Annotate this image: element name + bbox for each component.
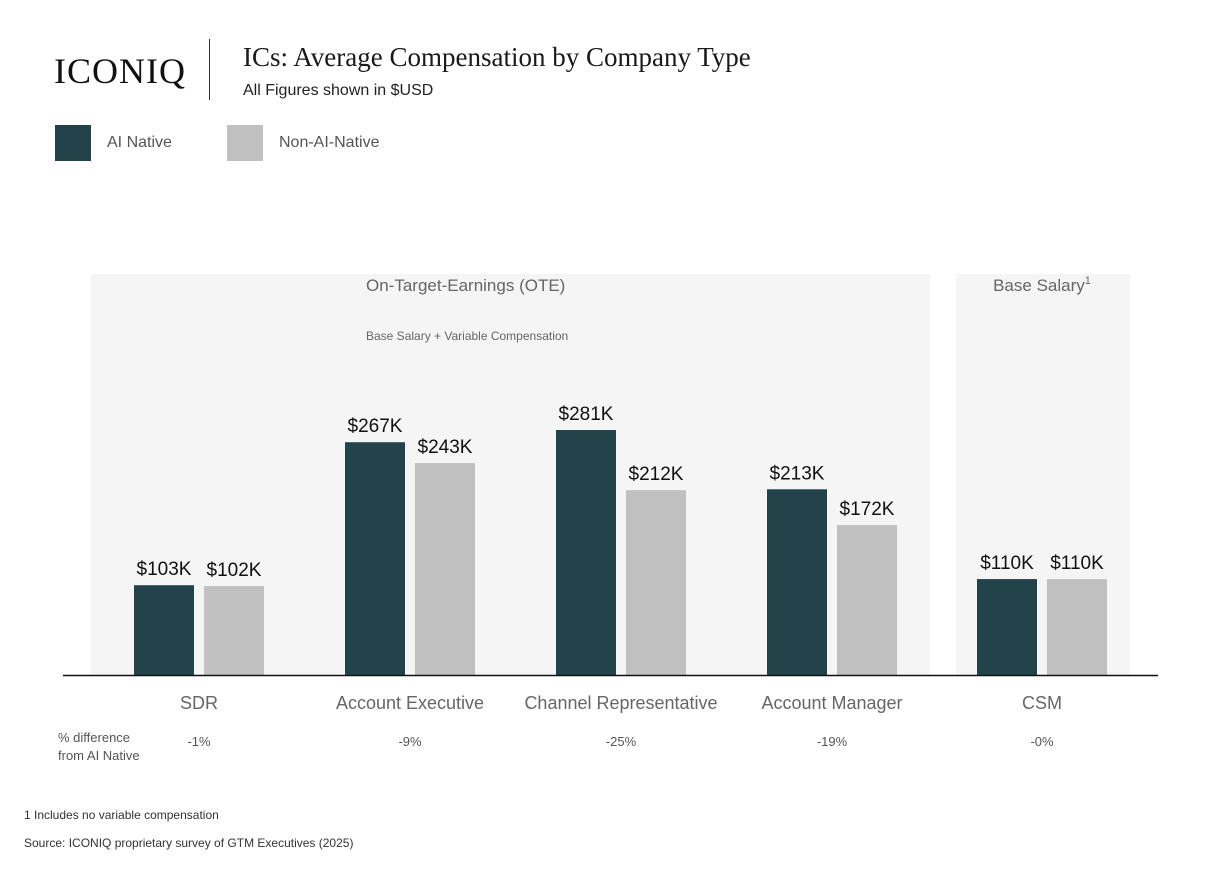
bar-channel-representative-ai-native <box>556 430 616 675</box>
data-label-csm-ai-native: $110K <box>980 553 1034 574</box>
panel-base-salary-superscript: 1 <box>1085 275 1091 287</box>
header-divider <box>209 39 210 100</box>
bar-csm-ai-native <box>977 579 1037 675</box>
difference-row-label-line-2: from AI Native <box>58 748 140 763</box>
bar-account-manager-ai-native <box>767 489 827 675</box>
legend-swatch-ai-native <box>55 125 91 161</box>
panel-on-target-earnings-ote-title: On-Target-Earnings (OTE) <box>366 276 565 295</box>
category-label-account-executive: Account Executive <box>336 693 484 713</box>
data-label-channel-representative-ai-native: $281K <box>559 404 614 425</box>
category-label-channel-representative: Channel Representative <box>524 693 717 713</box>
difference-account-executive: -9% <box>398 734 422 749</box>
legend-label-ai-native: AI Native <box>107 134 172 151</box>
bar-csm-non-ai-native <box>1047 579 1107 675</box>
data-label-account-executive-ai-native: $267K <box>348 416 403 437</box>
data-label-sdr-ai-native: $103K <box>137 559 192 580</box>
panel-on-target-earnings-ote-subtitle: Base Salary + Variable Compensation <box>366 329 568 343</box>
bar-sdr-non-ai-native <box>204 586 264 675</box>
difference-row-label-line-1: % difference <box>58 730 130 745</box>
source-note: Source: ICONIQ proprietary survey of GTM… <box>24 836 354 850</box>
legend-swatch-non-ai-native <box>227 125 263 161</box>
legend-label-non-ai-native: Non-AI-Native <box>279 134 380 151</box>
bar-account-executive-ai-native <box>345 442 405 675</box>
data-label-account-manager-ai-native: $213K <box>770 463 825 484</box>
bar-channel-representative-non-ai-native <box>626 490 686 675</box>
data-label-csm-non-ai-native: $110K <box>1050 553 1104 574</box>
data-label-account-executive-non-ai-native: $243K <box>418 437 473 458</box>
bar-account-manager-non-ai-native <box>837 525 897 675</box>
bar-sdr-ai-native <box>134 585 194 675</box>
difference-csm: -0% <box>1030 734 1054 749</box>
difference-sdr: -1% <box>187 734 211 749</box>
footnote-base-salary: 1 Includes no variable compensation <box>24 808 219 822</box>
iconiq-logo: ICONIQ <box>54 51 186 91</box>
difference-account-manager: -19% <box>817 734 848 749</box>
data-label-channel-representative-non-ai-native: $212K <box>629 464 684 485</box>
difference-channel-representative: -25% <box>606 734 637 749</box>
category-label-account-manager: Account Manager <box>761 693 902 713</box>
category-label-sdr: SDR <box>180 693 218 713</box>
panel-base-salary-title: Base Salary1 <box>993 275 1091 295</box>
chart-title: ICs: Average Compensation by Company Typ… <box>243 42 751 72</box>
data-label-sdr-non-ai-native: $102K <box>207 560 262 581</box>
chart-subtitle: All Figures shown in $USD <box>243 82 434 99</box>
data-label-account-manager-non-ai-native: $172K <box>840 499 895 520</box>
category-label-csm: CSM <box>1022 693 1062 713</box>
bar-account-executive-non-ai-native <box>415 463 475 675</box>
